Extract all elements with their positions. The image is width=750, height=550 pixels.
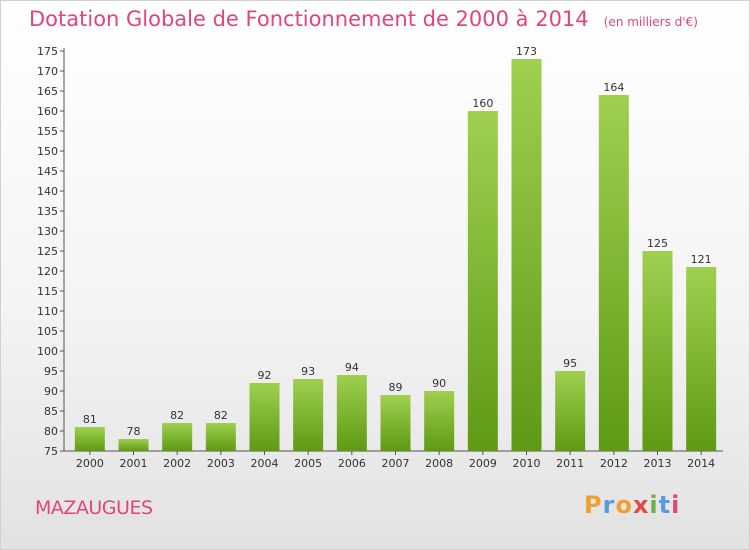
y-tick-label: 115 — [37, 285, 58, 298]
x-tick-label: 2010 — [513, 457, 541, 470]
value-label: 95 — [563, 357, 577, 370]
chart-subtitle: (en milliers d'€) — [603, 15, 698, 29]
value-label: 81 — [83, 413, 97, 426]
x-tick-label: 2009 — [469, 457, 497, 470]
y-tick-label: 135 — [37, 205, 58, 218]
bar-2002 — [162, 423, 193, 451]
x-tick-label: 2007 — [382, 457, 410, 470]
brand-letter: x — [632, 491, 650, 519]
value-label: 125 — [647, 237, 668, 250]
value-label: 93 — [301, 365, 315, 378]
bar-2004 — [249, 383, 280, 451]
value-label: 90 — [432, 377, 446, 390]
x-tick-label: 2000 — [76, 457, 104, 470]
commune-name: MAZAUGUES — [35, 497, 153, 519]
value-label: 78 — [127, 425, 141, 438]
bar-2011 — [555, 371, 586, 451]
brand-letter: i — [649, 491, 659, 519]
brand-letter: i — [671, 491, 681, 519]
y-tick-label: 90 — [44, 385, 58, 398]
value-label: 94 — [345, 361, 359, 374]
x-tick-label: 2005 — [294, 457, 322, 470]
chart-labels: 81 2000 78 2001 82 2002 82 2003 92 2004 93 2005 94 20… — [76, 45, 715, 470]
title-row: Dotation Globale de Fonctionnement de 20… — [29, 7, 698, 31]
y-tick-label: 160 — [37, 105, 58, 118]
brand-letter: r — [602, 491, 616, 519]
y-tick-label: 150 — [37, 145, 58, 158]
bar-2001 — [118, 439, 149, 451]
chart-bars — [74, 59, 717, 451]
y-tick-label: 155 — [37, 125, 58, 138]
y-tick-label: 80 — [44, 425, 58, 438]
chart-title: Dotation Globale de Fonctionnement de 20… — [29, 7, 589, 31]
brand-letter: o — [615, 491, 633, 519]
brand-letter: P — [584, 491, 603, 519]
value-label: 82 — [214, 409, 228, 422]
proxiti-logo[interactable]: Proxiti — [584, 491, 680, 519]
value-label: 121 — [691, 253, 712, 266]
value-label: 164 — [603, 81, 624, 94]
x-tick-label: 2003 — [207, 457, 235, 470]
y-tick-label: 125 — [37, 245, 58, 258]
x-tick-label: 2014 — [687, 457, 715, 470]
bar-2006 — [336, 375, 367, 451]
bar-2007 — [380, 395, 411, 451]
x-tick-label: 2001 — [120, 457, 148, 470]
x-tick-label: 2008 — [425, 457, 453, 470]
y-tick-label: 120 — [37, 265, 58, 278]
value-label: 173 — [516, 45, 537, 58]
y-tick-label: 85 — [44, 405, 58, 418]
bar-2009 — [467, 111, 498, 451]
bar-2013 — [642, 251, 673, 451]
y-tick-label: 175 — [37, 45, 58, 58]
y-tick-label: 170 — [37, 65, 58, 78]
x-tick-label: 2002 — [163, 457, 191, 470]
bar-2014 — [686, 267, 717, 451]
y-tick-label: 110 — [37, 305, 58, 318]
y-tick-label: 105 — [37, 325, 58, 338]
chart-axes: 75 80 85 90 95 100 105 110 115 120 125 130 135 140 145… — [37, 45, 723, 458]
value-label: 92 — [258, 369, 272, 382]
x-tick-label: 2006 — [338, 457, 366, 470]
value-label: 82 — [170, 409, 184, 422]
value-label: 89 — [389, 381, 403, 394]
y-tick-label: 95 — [44, 365, 58, 378]
y-tick-label: 100 — [37, 345, 58, 358]
y-tick-label: 145 — [37, 165, 58, 178]
bar-2000 — [74, 427, 105, 451]
bar-2003 — [205, 423, 236, 451]
x-tick-label: 2013 — [644, 457, 672, 470]
bar-2005 — [293, 379, 324, 451]
x-tick-label: 2004 — [251, 457, 279, 470]
brand-letter: t — [658, 491, 672, 519]
y-tick-label: 75 — [44, 445, 58, 458]
value-label: 160 — [472, 97, 493, 110]
bar-2012 — [598, 95, 629, 451]
bar-2010 — [511, 59, 542, 451]
bar-2008 — [424, 391, 455, 451]
y-tick-label: 165 — [37, 85, 58, 98]
x-tick-label: 2011 — [556, 457, 584, 470]
y-tick-label: 130 — [37, 225, 58, 238]
y-tick-label: 140 — [37, 185, 58, 198]
x-tick-label: 2012 — [600, 457, 628, 470]
